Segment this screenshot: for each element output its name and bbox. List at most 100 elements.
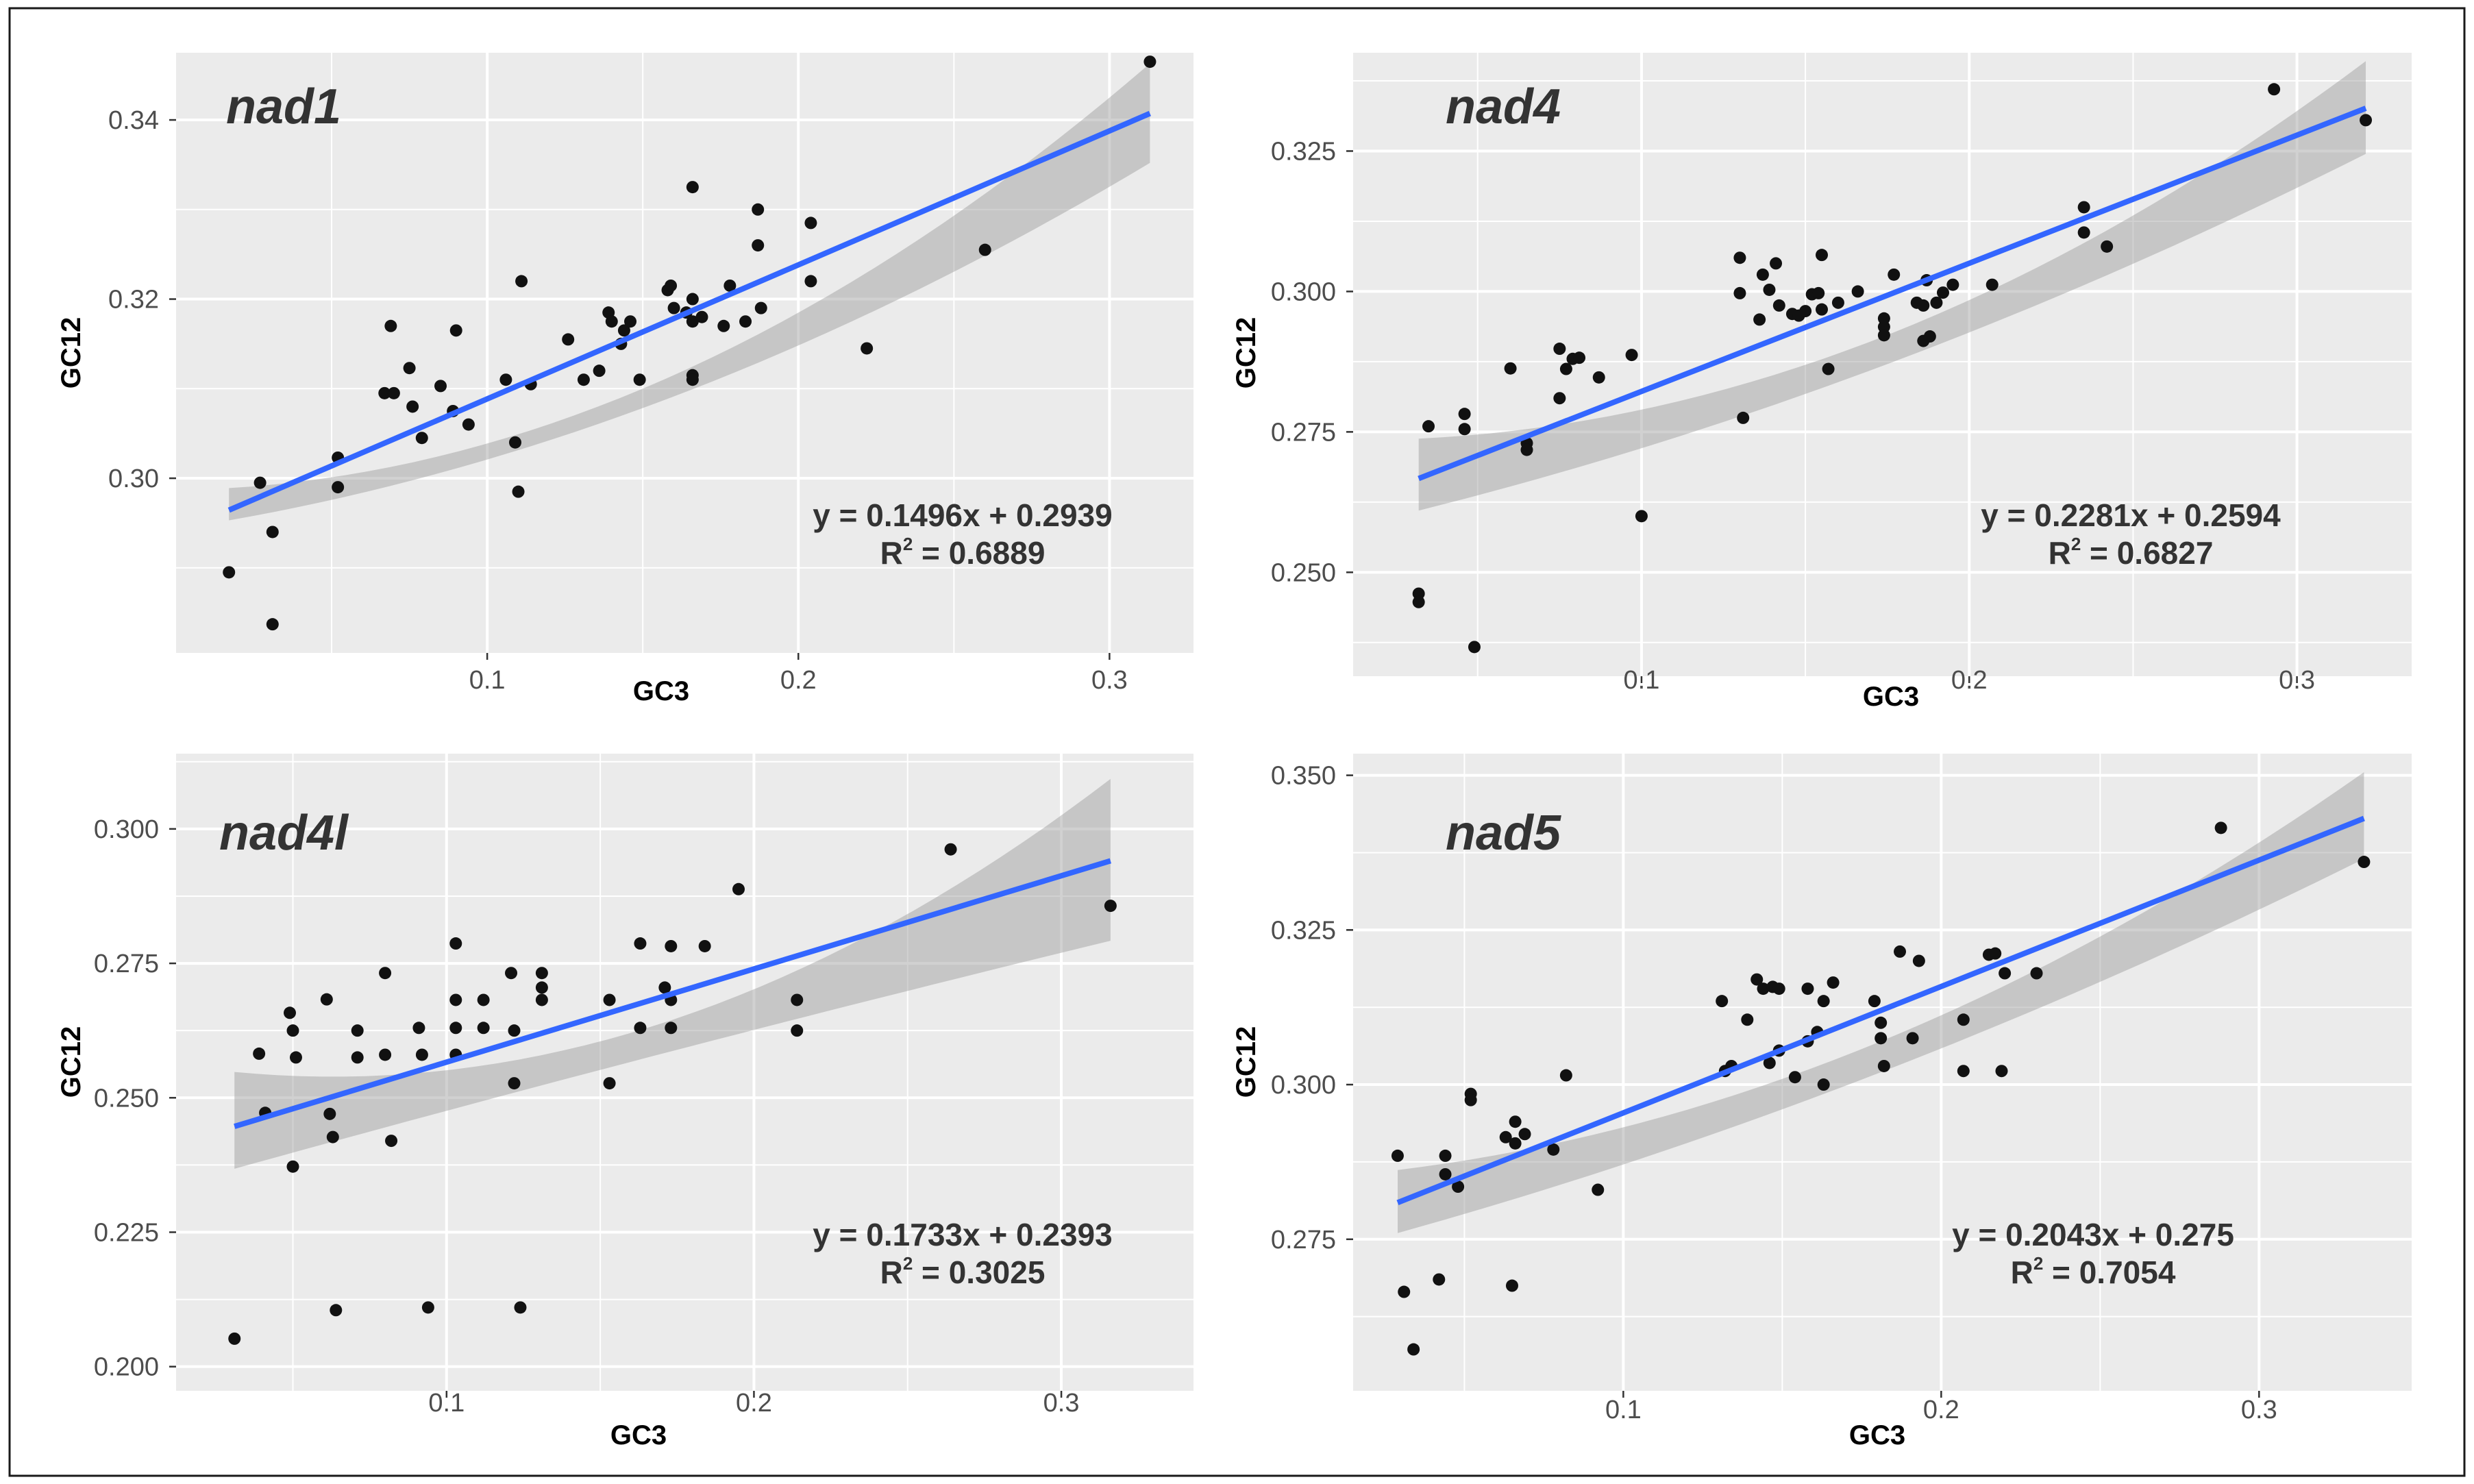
data-point <box>462 418 475 431</box>
data-point <box>1930 296 1943 309</box>
data-point <box>1625 349 1638 362</box>
data-point <box>1143 55 1156 69</box>
data-point <box>1433 1273 1446 1286</box>
data-point <box>403 362 416 375</box>
data-point <box>1391 1149 1404 1162</box>
data-point <box>385 1135 398 1148</box>
y-tick-label: 0.275 <box>1271 418 1336 447</box>
data-point <box>1875 1032 1888 1045</box>
regression-line <box>1396 815 2365 1206</box>
panel-background <box>176 53 1193 653</box>
data-point <box>754 301 767 314</box>
data-point <box>1917 299 1930 312</box>
data-point <box>351 1024 364 1037</box>
data-point <box>535 993 548 1006</box>
data-point <box>266 618 279 631</box>
data-point <box>1877 321 1890 334</box>
data-point <box>1999 967 2012 980</box>
data-point <box>1733 251 1746 264</box>
data-point <box>791 993 804 1006</box>
data-point <box>739 315 752 328</box>
data-point <box>378 386 391 399</box>
x-axis-title: GC3 <box>633 676 689 706</box>
data-point <box>379 967 392 980</box>
data-point <box>1989 947 2002 960</box>
x-tick-label: 0.2 <box>736 1389 772 1418</box>
x-tick-label: 0.3 <box>1043 1389 1080 1418</box>
data-point <box>1412 595 1425 608</box>
data-point <box>1812 286 1825 299</box>
panel-background <box>176 754 1193 1391</box>
data-point <box>1741 1013 1754 1026</box>
r-squared-value: = 0.6889 <box>913 535 1045 571</box>
data-point <box>320 993 333 1006</box>
data-point <box>1592 371 1605 384</box>
y-tick-label: 0.325 <box>1271 137 1336 166</box>
data-point <box>2358 856 2371 869</box>
gene-label: nad5 <box>1446 806 1561 861</box>
data-point <box>477 993 490 1006</box>
data-point <box>1505 1279 1518 1292</box>
data-point <box>412 1022 425 1035</box>
data-point <box>686 181 699 194</box>
r-squared-superscript: 2 <box>2033 1253 2043 1274</box>
y-tick-label: 0.350 <box>1271 762 1336 791</box>
regression-line <box>1418 106 2367 482</box>
gene-label: nad4 <box>1446 79 1561 134</box>
data-point <box>2360 114 2373 127</box>
data-point <box>1753 313 1766 326</box>
data-point <box>289 1051 302 1064</box>
data-point <box>2030 967 2043 980</box>
data-point <box>1458 408 1471 421</box>
x-tick-label: 0.2 <box>1923 1396 1959 1424</box>
gene-label: nad4l <box>219 806 349 861</box>
data-point <box>449 993 462 1006</box>
data-point <box>978 243 991 256</box>
data-point <box>1816 249 1829 262</box>
r-squared-superscript: 2 <box>903 534 913 554</box>
r-squared-symbol: R <box>2011 1254 2033 1290</box>
data-point <box>1877 312 1890 325</box>
data-point <box>1763 283 1776 296</box>
data-point <box>665 939 678 952</box>
data-point <box>1827 976 1840 989</box>
data-point <box>2101 240 2114 253</box>
x-tick-label: 0.2 <box>1951 666 1988 695</box>
data-point <box>624 315 637 328</box>
data-point <box>415 432 428 445</box>
x-tick-label: 0.1 <box>469 666 506 695</box>
regression-equation: y = 0.1496x + 0.2939 <box>813 497 1112 533</box>
data-point <box>1923 330 1936 343</box>
data-point <box>509 436 521 449</box>
data-point <box>695 310 708 323</box>
data-point <box>1509 1137 1522 1150</box>
data-point <box>499 373 512 386</box>
r-squared-symbol: R <box>880 535 903 571</box>
regression-line <box>227 110 1152 513</box>
data-point <box>603 993 616 1006</box>
data-point <box>449 1022 462 1035</box>
data-point <box>1733 286 1746 299</box>
data-point <box>253 1047 266 1060</box>
data-point <box>1553 343 1566 356</box>
data-point <box>512 485 525 498</box>
data-point <box>1559 362 1572 375</box>
data-point <box>1817 995 1830 1008</box>
data-point <box>283 1006 296 1019</box>
data-point <box>434 380 447 393</box>
panel-background <box>1353 754 2412 1391</box>
data-point <box>1877 329 1890 342</box>
data-point <box>633 373 646 386</box>
data-point <box>667 301 680 314</box>
data-point <box>449 937 462 950</box>
data-point <box>944 843 957 856</box>
r-squared-label: R2 = 0.3025 <box>880 1253 1046 1290</box>
data-point <box>421 1301 434 1314</box>
x-tick-label: 0.3 <box>2279 666 2315 695</box>
x-axis-title: GC3 <box>610 1420 667 1450</box>
data-point <box>384 319 397 332</box>
data-point <box>1407 1343 1420 1356</box>
x-tick-label: 0.2 <box>780 666 817 695</box>
r-squared-label: R2 = 0.6827 <box>2049 534 2214 571</box>
